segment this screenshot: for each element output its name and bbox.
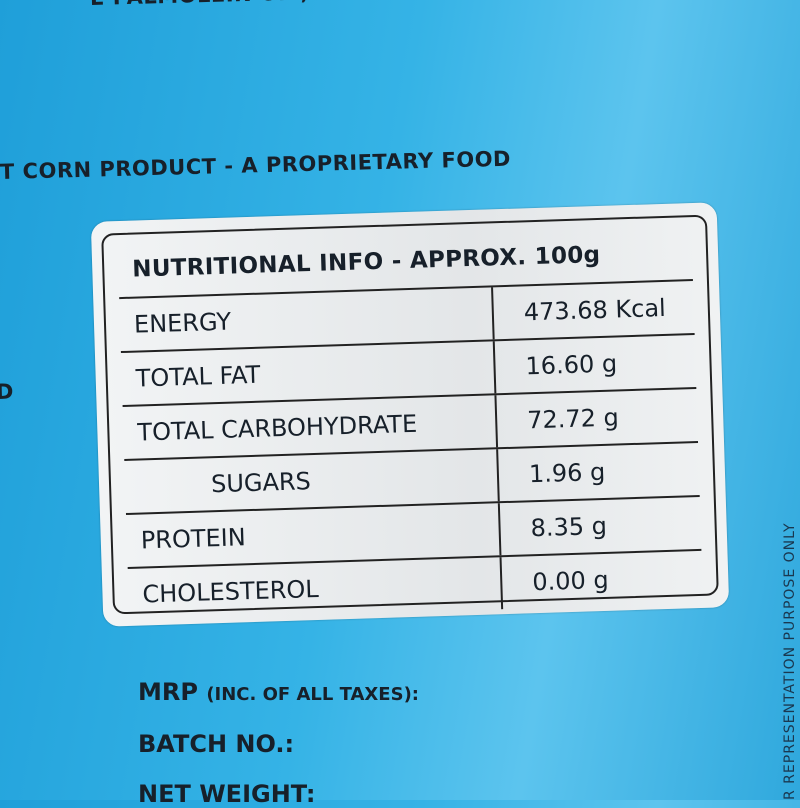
nutrient-name: TOTAL CARBOHYDRATE	[122, 395, 499, 459]
mrp-line: MRP (INC. OF ALL TAXES):	[138, 678, 419, 706]
nutrient-value: 72.72 g	[526, 403, 620, 435]
side-note: R REPRESENTATION PURPOSE ONLY	[782, 522, 798, 800]
nutrient-value: 473.68 Kcal	[523, 293, 667, 327]
ingredients-fragment: E PALMOLEIN OIL, IODIZED SALT	[90, 0, 484, 10]
mrp: MRP	[138, 678, 198, 706]
nutrition-table: ENERGY 473.68 Kcal TOTAL FAT 16.60 g TOTAL C…	[119, 281, 703, 621]
nutrient-name: TOTAL FAT	[120, 341, 497, 406]
table-title: NUTRITIONAL INFO - APPROX. 100g	[131, 241, 601, 283]
nutrition-label: NUTRITIONAL INFO - APPROX. 100g ENERGY 47…	[90, 202, 730, 627]
net-weight: NET WEIGHT:	[138, 780, 316, 808]
nutrient-value: 16.60 g	[525, 349, 618, 381]
left-fragment: D	[0, 379, 15, 404]
nutrient-value: 8.35 g	[530, 511, 608, 543]
nutrient-value: 1.96 g	[528, 457, 606, 489]
mrp-note: (INC. OF ALL TAXES):	[206, 684, 419, 705]
nutrient-name: SUGARS	[124, 449, 500, 513]
batch: BATCH NO.:	[138, 730, 295, 758]
nutrient-name: PROTEIN	[126, 503, 502, 567]
label-border: NUTRITIONAL INFO - APPROX. 100g ENERGY 47…	[101, 214, 719, 621]
nutrient-value: 0.00 g	[531, 565, 610, 597]
nutrient-name: CHOLESTEROL	[127, 557, 504, 621]
product-line: T CORN PRODUCT - A PROPRIETARY FOOD	[0, 146, 512, 184]
nutrient-name: ENERGY	[119, 287, 495, 352]
